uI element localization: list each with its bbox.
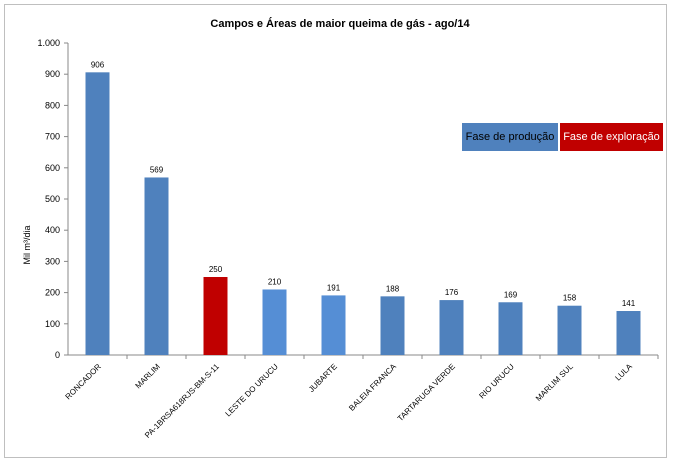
x-tick-label: RONCADOR (64, 362, 104, 402)
data-label: 906 (91, 60, 105, 69)
data-label: 250 (209, 265, 223, 274)
y-tick-label: 200 (45, 288, 60, 298)
legend-exploration: Fase de exploração (560, 123, 663, 151)
data-label: 188 (386, 284, 400, 293)
chart-title: Campos e Áreas de maior queima de gás - … (210, 17, 470, 30)
chart-frame (4, 4, 667, 458)
data-label: 158 (563, 294, 577, 303)
data-label: 141 (622, 299, 636, 308)
y-tick-label: 700 (45, 132, 60, 142)
y-tick-label: 100 (45, 319, 60, 329)
bar (262, 289, 287, 355)
bar (380, 296, 405, 355)
data-label: 210 (268, 277, 282, 286)
x-tick-label: LULA (613, 362, 634, 383)
x-tick-label: BALEIA FRANCA (347, 362, 398, 413)
y-tick-label: 400 (45, 225, 60, 235)
x-tick-label: JUBARTE (307, 362, 339, 394)
bars: 906 569 250 210 191 188 176 169 158 141 (85, 60, 641, 355)
bar (498, 302, 523, 355)
y-axis-label: Mil m³/dia (22, 225, 32, 264)
y-tick-label: 900 (45, 69, 60, 79)
legend-production: Fase de produção (462, 123, 558, 151)
x-tick-label: RIO URUCU (477, 362, 516, 401)
y-tick-label: 300 (45, 256, 60, 266)
data-label: 569 (150, 165, 164, 174)
bar (85, 72, 110, 355)
data-label: 191 (327, 283, 341, 292)
x-tick-label: LESTE DO URUCU (224, 362, 280, 418)
bar (616, 311, 641, 355)
y-tick-label: 600 (45, 163, 60, 173)
bar (557, 305, 582, 355)
y-tick-label: 0 (55, 350, 60, 360)
x-tick-label: MARLIM (134, 362, 163, 391)
bar (203, 277, 228, 355)
axes: 0 100 200 300 400 500 600 700 800 900 1.000 RONCADO… (37, 38, 659, 440)
data-label: 169 (504, 290, 518, 299)
x-tick-label: TARTARUGA VERDE (396, 362, 457, 423)
bar (144, 177, 169, 355)
x-tick-label: MARLIM SUL (534, 362, 575, 403)
y-tick-label: 500 (45, 194, 60, 204)
y-tick-label: 800 (45, 100, 60, 110)
bar (439, 300, 464, 355)
y-tick-label: 1.000 (37, 38, 60, 48)
bar (321, 295, 346, 355)
data-label: 176 (445, 288, 459, 297)
